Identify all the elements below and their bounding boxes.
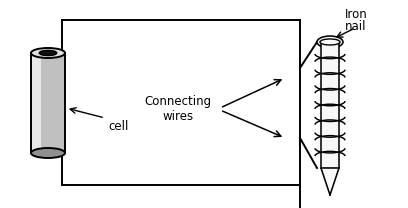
Text: cell: cell	[108, 120, 129, 133]
Polygon shape	[321, 168, 339, 195]
Ellipse shape	[31, 148, 65, 158]
Bar	[32, 55, 40, 151]
Ellipse shape	[39, 50, 57, 56]
Ellipse shape	[31, 48, 65, 58]
Text: Connecting
wires: Connecting wires	[144, 95, 212, 123]
Text: nail: nail	[345, 20, 366, 33]
Bar	[31, 53, 65, 153]
Ellipse shape	[320, 39, 340, 45]
Ellipse shape	[317, 36, 343, 48]
Text: Iron: Iron	[345, 8, 368, 21]
Bar	[321, 42, 339, 168]
